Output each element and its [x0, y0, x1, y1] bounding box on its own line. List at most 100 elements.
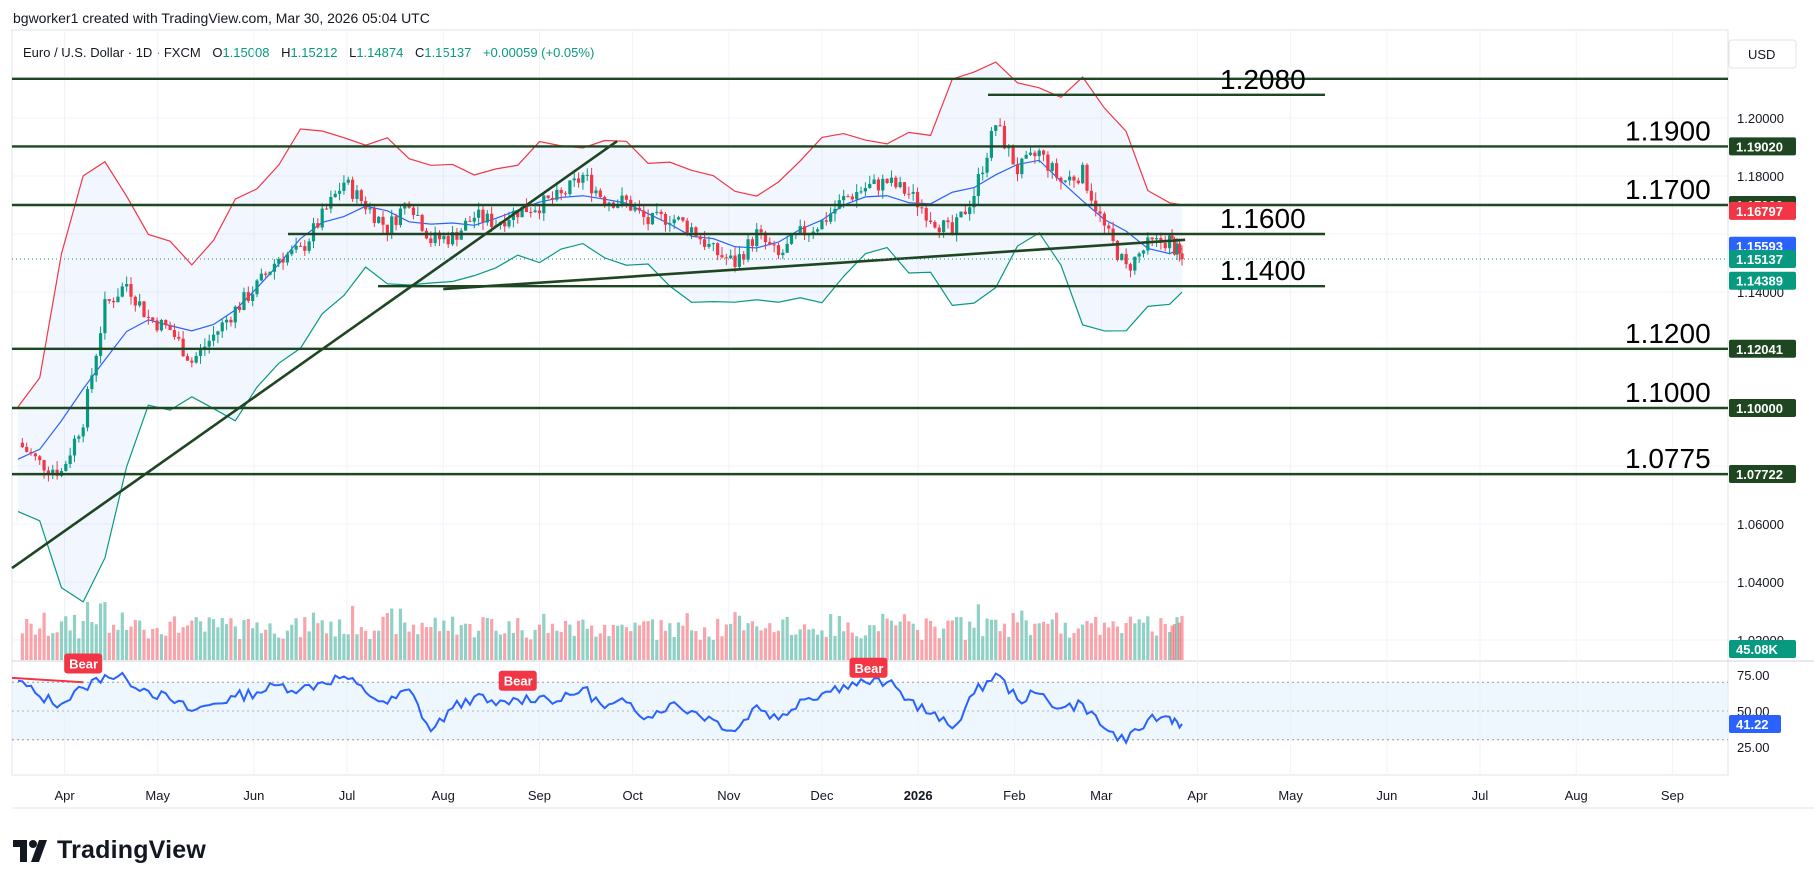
candle-body [129, 284, 133, 297]
candle-body [468, 220, 472, 222]
time-tick-label: Aug [432, 788, 455, 803]
candle-body [351, 179, 355, 199]
candle-body [1089, 190, 1093, 201]
volume-bar [450, 616, 455, 660]
candle-body [985, 157, 989, 173]
volume-bar [572, 635, 576, 660]
volume-bar [468, 624, 472, 660]
volume-bar [29, 623, 33, 660]
candle-body [598, 190, 602, 197]
volume-bar [815, 634, 820, 660]
volume-bar [172, 616, 177, 660]
rsi-tick-label: 25.00 [1737, 740, 1770, 755]
candle-body [198, 348, 203, 356]
candle-body [1028, 152, 1033, 155]
volume-bar [537, 624, 542, 660]
candle-body [463, 220, 468, 231]
trendline-extension [11, 560, 22, 570]
volume-bar [1154, 635, 1159, 660]
volume-bar [1094, 616, 1098, 660]
volume-bar [307, 631, 311, 660]
volume-bar [946, 620, 950, 660]
candle-body [672, 219, 676, 224]
candle-body [763, 232, 768, 243]
volume-bar [416, 634, 420, 660]
candle-body [177, 336, 181, 339]
volume-bar [807, 629, 811, 660]
volume-bar [824, 637, 828, 660]
candle-body [1063, 180, 1067, 182]
candle-body [272, 263, 276, 272]
volume-bar [368, 638, 372, 660]
volume-bar [772, 632, 776, 660]
volume-bar [129, 626, 133, 660]
volume-bar [177, 632, 181, 660]
volume-bar [968, 621, 972, 660]
level-label: 1.1900 [1625, 115, 1711, 146]
volume-bar [972, 627, 976, 660]
candle-body [255, 280, 259, 295]
candle-body [1081, 164, 1085, 184]
volume-bar [1050, 619, 1054, 660]
volume-bar [550, 623, 555, 660]
candle-body [381, 216, 385, 225]
candle-body [168, 325, 172, 331]
volume-bar [364, 630, 368, 660]
candle-body [802, 226, 807, 236]
candle-body [859, 191, 863, 193]
rsi-signal-label: Bear [504, 674, 533, 689]
candle-body [203, 346, 207, 349]
candle-body [772, 244, 776, 246]
time-tick-label: Feb [1003, 788, 1025, 803]
volume-bar [181, 627, 185, 660]
candle-body [211, 334, 216, 341]
candle-body [642, 210, 646, 218]
volume-bar [1011, 613, 1015, 660]
candle-body [394, 216, 398, 225]
volume-bar [477, 630, 481, 660]
volume-bar [1098, 634, 1102, 660]
volume-bar [316, 623, 320, 660]
volume-bar [642, 621, 646, 660]
candle-body [685, 220, 689, 233]
volume-bar [768, 623, 772, 660]
candle-body [920, 207, 924, 209]
tradingview-logo[interactable]: TradingView [13, 836, 206, 865]
candle-body [164, 320, 168, 326]
volume-bar [737, 615, 741, 660]
candle-body [907, 193, 911, 195]
volume-bar [555, 630, 559, 660]
volume-bar [81, 621, 85, 660]
volume-bar [120, 612, 124, 660]
volume-bar [155, 628, 159, 660]
candle-body [1120, 254, 1124, 260]
candle-body [385, 224, 389, 234]
candle-body [1020, 158, 1024, 175]
candle-body [377, 216, 381, 223]
candle-body [776, 245, 781, 256]
time-tick-label: Apr [1187, 788, 1208, 803]
candle-body [546, 195, 550, 198]
volume-bar [711, 639, 715, 660]
price-tag [1729, 339, 1796, 358]
candle-body [829, 213, 833, 222]
volume-bar [637, 625, 642, 660]
volume-bar [494, 630, 498, 660]
candle-body [33, 453, 37, 457]
candle-body [968, 207, 972, 215]
candle-body [1146, 237, 1150, 251]
candle-body [355, 190, 359, 199]
candle-body [98, 333, 103, 356]
candle-body [781, 252, 785, 256]
volume-bar [51, 633, 55, 660]
candle-body [789, 235, 794, 244]
volume-bar [611, 625, 615, 660]
volume-bar [1076, 628, 1080, 660]
candle-body [207, 340, 211, 347]
volume-bar [1063, 622, 1067, 660]
volume-bar [255, 622, 259, 660]
volume-bar [511, 632, 515, 660]
candle-body [824, 220, 828, 222]
volume-bar [590, 625, 594, 660]
